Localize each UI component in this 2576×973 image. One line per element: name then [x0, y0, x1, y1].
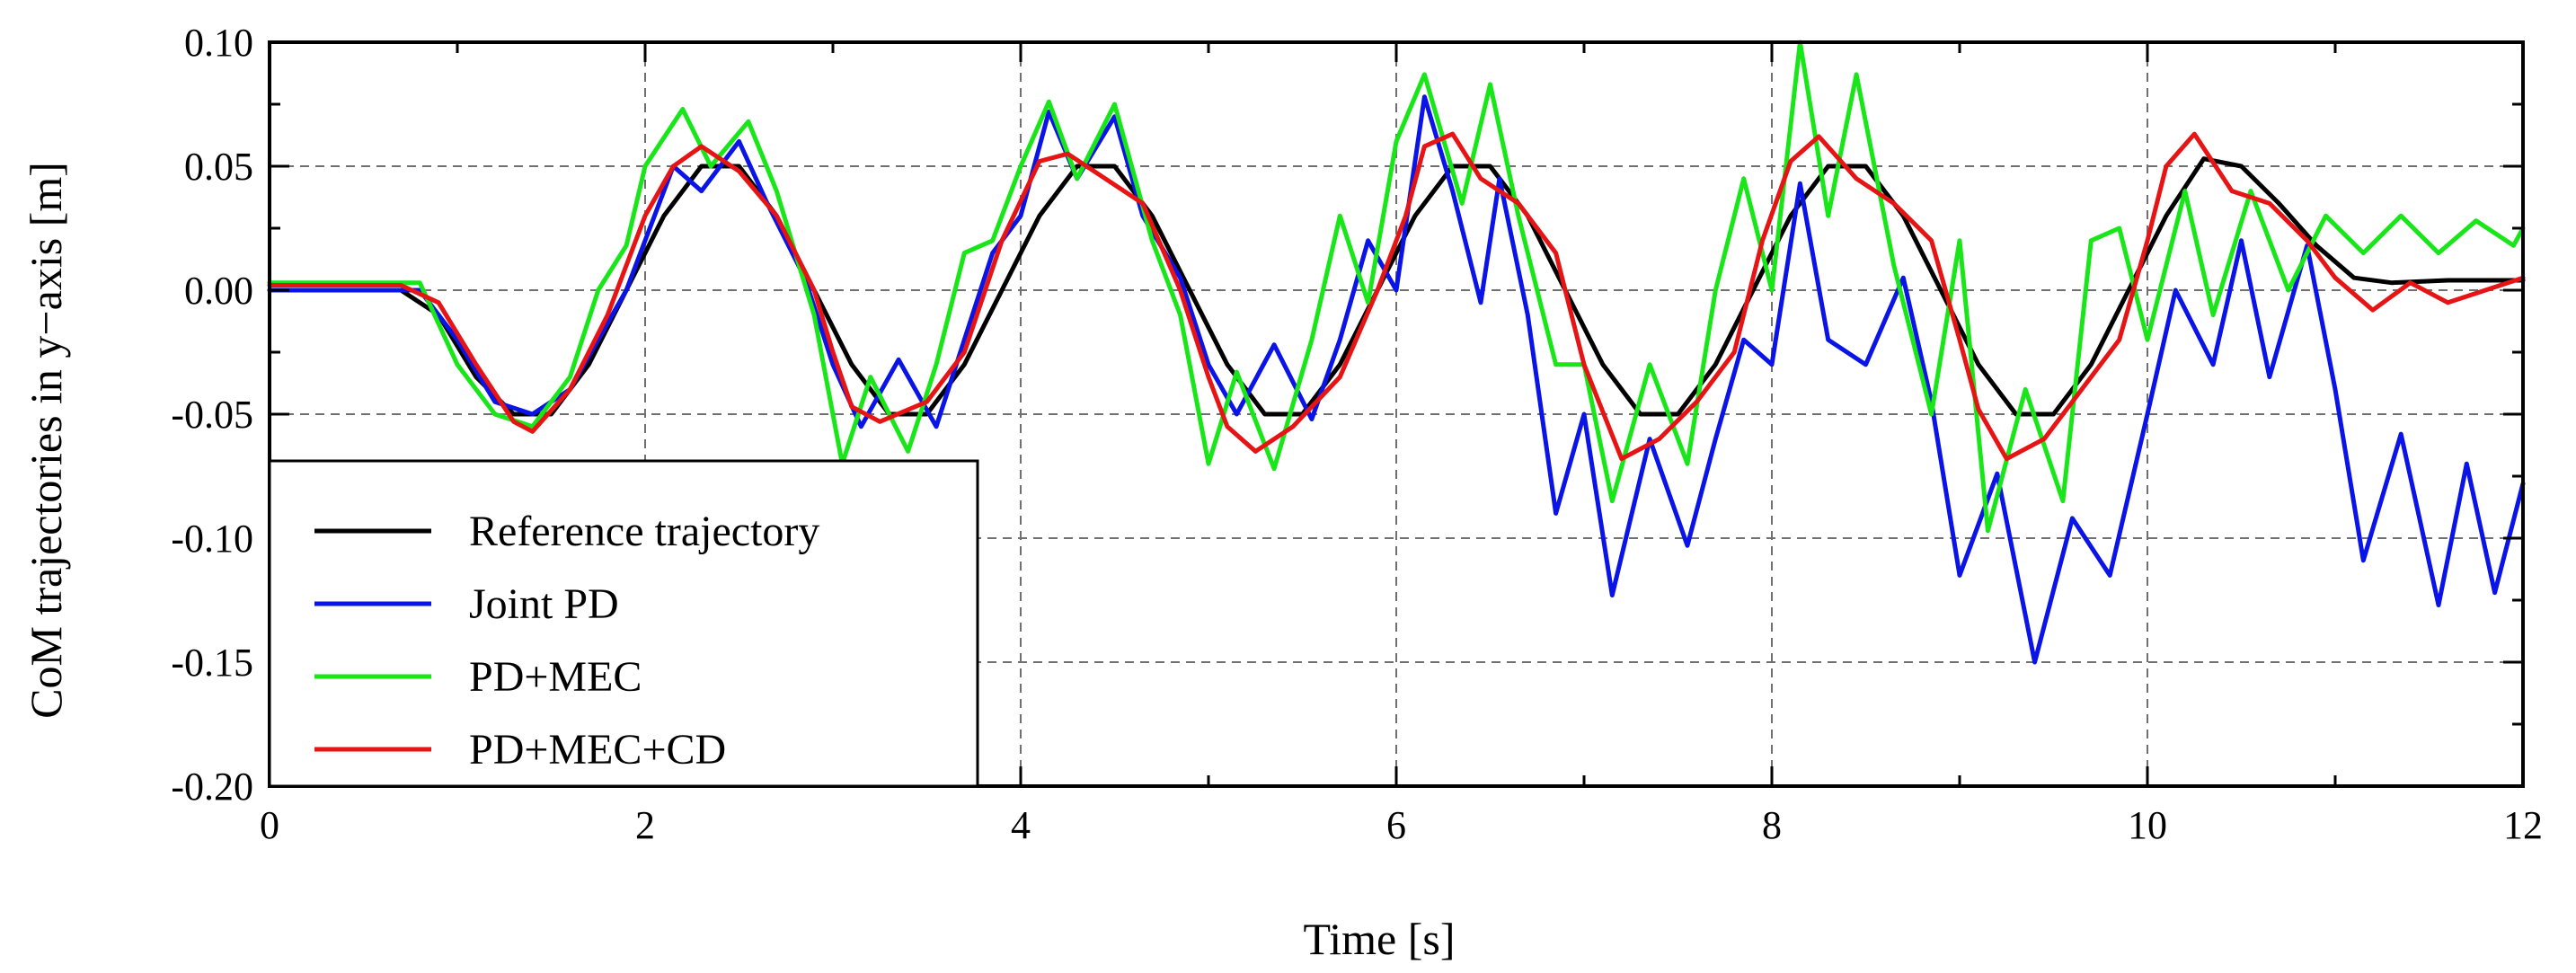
y-tick-label: -0.15	[171, 641, 253, 685]
legend-label-1: Joint PD	[469, 580, 619, 628]
y-tick-label: 0.05	[184, 145, 253, 189]
y-tick-label: -0.05	[171, 393, 253, 437]
legend-label-0: Reference trajectory	[469, 508, 819, 555]
x-tick-label: 4	[1011, 803, 1031, 847]
x-tick-label: 2	[635, 803, 655, 847]
legend-box	[268, 459, 979, 788]
y-tick-label: -0.20	[171, 765, 253, 809]
x-tick-label: 12	[2503, 803, 2543, 847]
legend-label-2: PD+MEC	[469, 653, 642, 701]
x-axis-title: Time [s]	[1303, 914, 1455, 964]
x-tick-label: 10	[2128, 803, 2167, 847]
series-line-0	[267, 156, 2526, 417]
legend-label-3: PD+MEC+CD	[469, 726, 726, 774]
series-line-3	[267, 131, 2526, 462]
series-line-1	[267, 94, 2526, 665]
legend: Reference trajectory Joint PD PD+MEC PD+MEC…	[268, 459, 979, 788]
y-tick-label: 0.10	[184, 21, 253, 65]
y-axis-title: CoM trajectories in y−axis [m]	[21, 162, 71, 719]
x-tick-label: 0	[260, 803, 279, 847]
y-tick-label: -0.10	[171, 517, 253, 561]
plot-series	[267, 40, 2526, 665]
x-tick-label: 6	[1386, 803, 1406, 847]
y-tick-label: 0.00	[184, 269, 253, 313]
x-tick-label: 8	[1762, 803, 1782, 847]
